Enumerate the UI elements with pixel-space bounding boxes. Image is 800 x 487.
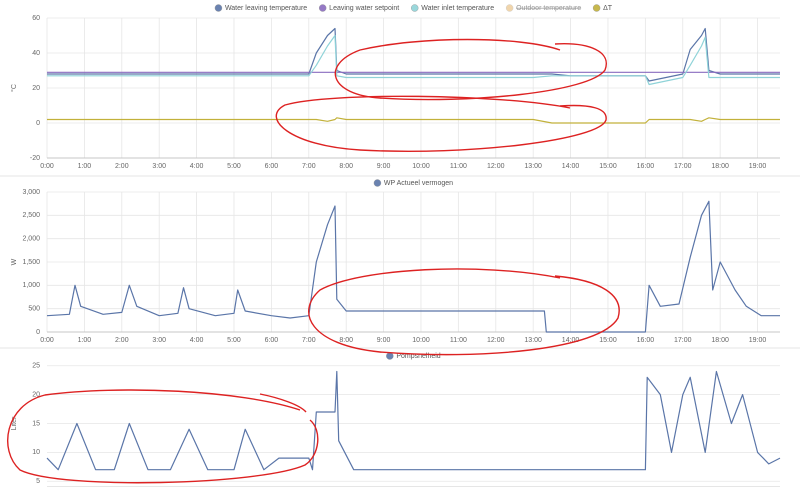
legend-item[interactable]: Water inlet temperature: [411, 4, 494, 12]
y-tick-label: 1,000: [22, 282, 40, 289]
x-tick-label: 8:00: [339, 163, 353, 170]
x-tick-label: 11:00: [450, 163, 467, 170]
series-line: [47, 117, 780, 124]
y-tick-label: 500: [28, 306, 40, 313]
y-tick-label: 0: [36, 329, 40, 336]
legend-label: ΔT: [603, 5, 613, 12]
x-tick-label: 9:00: [377, 163, 391, 170]
y-axis-label: °C: [10, 84, 18, 92]
y-tick-label: 2,000: [22, 236, 40, 243]
y-tick-label: 0: [36, 120, 40, 127]
series-line: [46, 200, 780, 333]
legend-label: Pompsnelheid: [396, 353, 440, 360]
x-tick-label: 7:00: [302, 337, 316, 344]
x-tick-label: 7:00: [302, 163, 316, 170]
legend-item[interactable]: WP Actueel vermogen: [373, 179, 453, 187]
legend-label: Water leaving temperature: [225, 5, 307, 12]
y-tick-label: 1,500: [22, 259, 40, 266]
annotations: [6, 38, 620, 484]
y-tick-label: 20: [32, 391, 40, 398]
x-tick-label: 2:00: [115, 163, 129, 170]
x-tick-label: 4:00: [190, 163, 204, 170]
legend: Water leaving temperature Leaving water s…: [214, 4, 613, 12]
series-line: [46, 370, 781, 471]
annotation-circle: [308, 268, 620, 356]
legend-label: Leaving water setpoint: [329, 5, 399, 12]
x-tick-label: 12:00: [487, 163, 505, 170]
x-tick-label: 15:00: [599, 337, 617, 344]
x-tick-label: 13:00: [524, 337, 542, 344]
legend-marker: [373, 179, 382, 187]
x-tick-label: 19:00: [749, 337, 767, 344]
x-tick-label: 14:00: [562, 163, 580, 170]
x-tick-label: 1:00: [78, 163, 92, 170]
annotation-circle: [6, 389, 319, 484]
y-axis-label: Liter: [11, 416, 18, 430]
legend-marker: [505, 4, 514, 12]
legend-marker: [318, 4, 327, 12]
y-tick-label: 15: [32, 420, 40, 427]
series-line: [47, 27, 780, 82]
x-tick-label: 4:00: [190, 337, 204, 344]
x-tick-label: 8:00: [339, 337, 353, 344]
x-tick-label: 11:00: [450, 337, 467, 344]
legend-item[interactable]: ΔT: [592, 4, 613, 12]
y-tick-label: 5: [36, 478, 40, 485]
x-tick-label: 13:00: [524, 163, 542, 170]
x-tick-label: 15:00: [599, 163, 617, 170]
x-tick-label: 19:00: [749, 163, 767, 170]
y-tick-label: 40: [32, 50, 40, 57]
x-tick-label: 17:00: [674, 337, 692, 344]
x-tick-label: 18:00: [711, 163, 729, 170]
y-tick-label: 20: [32, 85, 40, 92]
y-tick-label: 25: [32, 363, 40, 370]
chart: -20 0 20 40 60 0:00 1:00 2:00 3:00 4:00 5:00 6:00 7:…: [10, 4, 780, 170]
legend-marker: [592, 4, 601, 12]
legend: WP Actueel vermogen: [373, 179, 453, 187]
x-tick-label: 1:00: [78, 337, 92, 344]
x-tick-label: 0:00: [40, 163, 54, 170]
chart: 5 10 15 20 25 Liter Pompsnelheid: [11, 352, 781, 487]
x-tick-label: 16:00: [637, 337, 655, 344]
annotation-circle: [334, 38, 607, 101]
legend-label: WP Actueel vermogen: [384, 180, 453, 187]
x-tick-label: 17:00: [674, 163, 692, 170]
charts: -20 0 20 40 60 0:00 1:00 2:00 3:00 4:00 5:00 6:00 7:…: [10, 4, 781, 487]
legend-marker: [411, 4, 419, 12]
legend-marker: [214, 4, 223, 12]
y-tick-label: 3,000: [22, 189, 40, 196]
y-tick-label: -20: [30, 155, 40, 162]
x-tick-label: 10:00: [412, 163, 430, 170]
y-tick-label: 60: [32, 15, 40, 22]
y-axis-label: W: [11, 258, 18, 265]
y-tick-label: 10: [32, 449, 40, 456]
x-tick-label: 3:00: [152, 163, 166, 170]
x-tick-label: 9:00: [377, 337, 391, 344]
x-tick-label: 3:00: [152, 337, 166, 344]
x-tick-label: 5:00: [227, 163, 241, 170]
x-tick-label: 12:00: [487, 337, 505, 344]
legend-item[interactable]: Leaving water setpoint: [318, 4, 399, 12]
x-tick-label: 6:00: [265, 163, 279, 170]
x-tick-label: 0:00: [40, 337, 54, 344]
legend-item[interactable]: Outdoor temperature: [505, 4, 581, 12]
x-tick-label: 18:00: [711, 337, 729, 344]
legend-label: Water inlet temperature: [421, 5, 494, 12]
x-tick-label: 2:00: [115, 337, 129, 344]
x-tick-label: 6:00: [265, 337, 279, 344]
y-tick-label: 2,500: [22, 212, 40, 219]
x-tick-label: 5:00: [227, 337, 241, 344]
chart: 0 500 1,000 1,500 2,000 2,500 3,000 0:00 1:00 2:0…: [11, 179, 780, 344]
x-tick-label: 10:00: [412, 337, 430, 344]
annotation-circle: [275, 95, 607, 152]
legend-item[interactable]: Water leaving temperature: [214, 4, 307, 12]
x-tick-label: 14:00: [562, 337, 580, 344]
annotation-stroke: [259, 393, 307, 413]
x-tick-label: 16:00: [637, 163, 655, 170]
legend-label: Outdoor temperature: [516, 5, 581, 12]
series-line: [47, 34, 780, 86]
